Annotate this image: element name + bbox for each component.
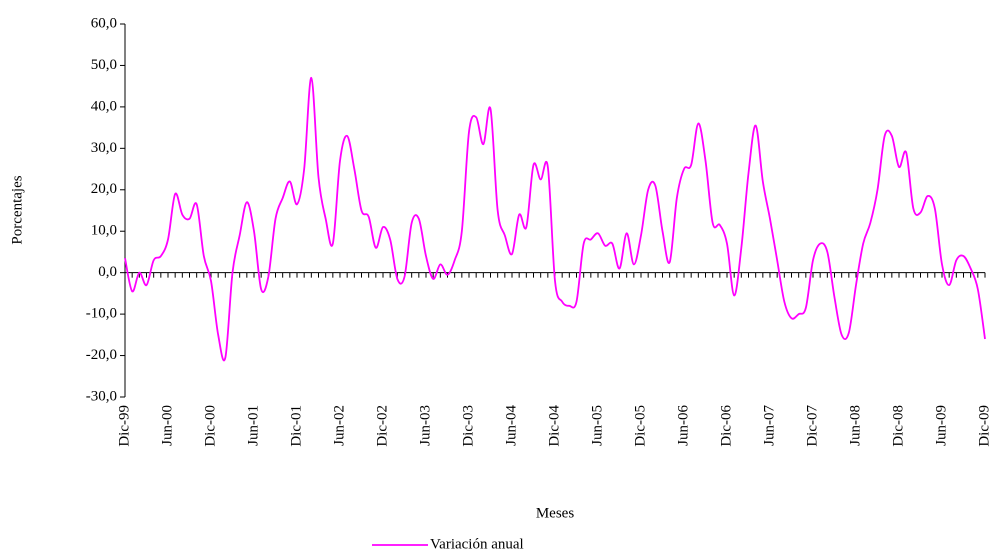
x-tick-label: Dic-06	[718, 405, 734, 447]
x-tick-label: Jun-05	[589, 405, 605, 446]
x-tick-label: Dic-05	[632, 405, 648, 447]
y-tick-label: 20,0	[91, 181, 117, 197]
legend-label: Variación anual	[430, 536, 524, 552]
x-tick-label: Jun-04	[503, 405, 519, 446]
y-tick-label: 10,0	[91, 223, 117, 239]
x-tick-label: Dic-08	[890, 405, 906, 447]
y-tick-label: -10,0	[86, 306, 117, 322]
y-tick-label: 0,0	[98, 264, 117, 280]
x-tick-label: Dic-00	[202, 405, 218, 447]
y-tick-label: -30,0	[86, 388, 117, 404]
x-tick-label: Jun-08	[847, 405, 863, 446]
x-tick-label: Dic-03	[460, 405, 476, 447]
x-tick-label: Jun-07	[761, 405, 777, 446]
y-tick-label: 50,0	[91, 57, 117, 73]
y-axis-label: Porcentajes	[9, 175, 25, 244]
y-tick-label: 30,0	[91, 140, 117, 156]
x-tick-label: Dic-09	[976, 405, 990, 447]
x-tick-label: Jun-06	[675, 405, 691, 446]
x-tick-label: Jun-03	[417, 405, 433, 446]
x-tick-label: Dic-99	[116, 405, 132, 447]
x-tick-label: Jun-01	[245, 405, 261, 446]
x-tick-label: Dic-01	[288, 405, 304, 447]
x-tick-label: Jun-02	[331, 405, 347, 446]
x-tick-label: Jun-00	[159, 405, 175, 446]
x-tick-label: Dic-04	[546, 405, 562, 447]
x-axis-label: Meses	[536, 505, 574, 521]
y-tick-label: 60,0	[91, 15, 117, 31]
y-tick-label: -20,0	[86, 347, 117, 363]
x-tick-label: Dic-07	[804, 405, 820, 447]
data-line	[124, 76, 986, 362]
x-tick-label: Dic-02	[374, 405, 390, 447]
y-tick-label: 40,0	[91, 98, 117, 114]
x-tick-label: Jun-09	[933, 405, 949, 446]
